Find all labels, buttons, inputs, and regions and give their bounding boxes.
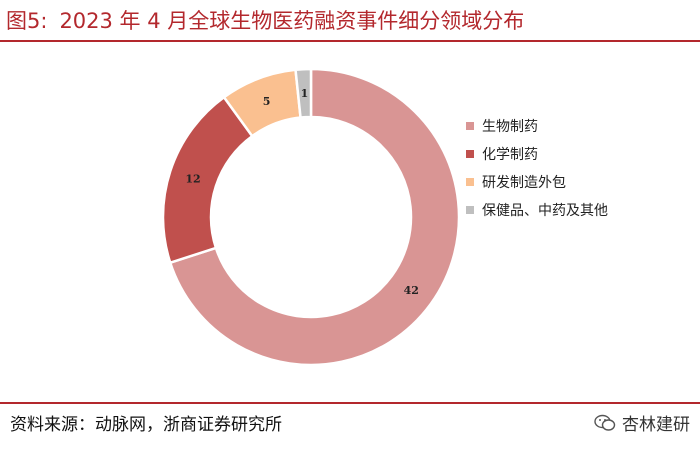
legend-label: 研发制造外包: [482, 175, 566, 191]
title-divider: [0, 40, 700, 42]
watermark: 杏林建研: [594, 410, 690, 435]
chart-legend: 生物制药化学制药研发制造外包保健品、中药及其他: [466, 112, 608, 224]
legend-item-2: 化学制药: [466, 140, 608, 168]
donut-slice-4: [294, 67, 313, 119]
donut-chart: 42 12 5 1: [161, 67, 461, 367]
legend-swatch: [466, 150, 474, 158]
legend-item-1: 生物制药: [466, 112, 608, 140]
donut-slice-1: [168, 67, 461, 367]
legend-swatch: [466, 122, 474, 130]
wechat-icon: [594, 414, 616, 431]
watermark-text: 杏林建研: [622, 415, 690, 435]
figure-title: 图5: 2023 年 4 月全球生物医药融资事件细分领域分布: [6, 2, 524, 40]
data-label-1: 42: [404, 284, 419, 297]
donut-slice-2: [161, 95, 254, 265]
footer-divider: [0, 402, 700, 404]
figure-label: 图5:: [6, 9, 48, 33]
source-note: 资料来源：动脉网，浙商证券研究所: [10, 415, 282, 435]
legend-label: 生物制药: [482, 119, 538, 135]
legend-swatch: [466, 206, 474, 214]
data-label-4: 1: [301, 87, 309, 100]
legend-label: 化学制药: [482, 147, 538, 163]
data-label-2: 12: [185, 173, 200, 186]
data-label-3: 5: [263, 95, 271, 108]
figure-title-text: 2023 年 4 月全球生物医药融资事件细分领域分布: [59, 9, 525, 33]
legend-label: 保健品、中药及其他: [482, 203, 608, 219]
legend-swatch: [466, 178, 474, 186]
legend-item-3: 研发制造外包: [466, 168, 608, 196]
legend-item-4: 保健品、中药及其他: [466, 196, 608, 224]
